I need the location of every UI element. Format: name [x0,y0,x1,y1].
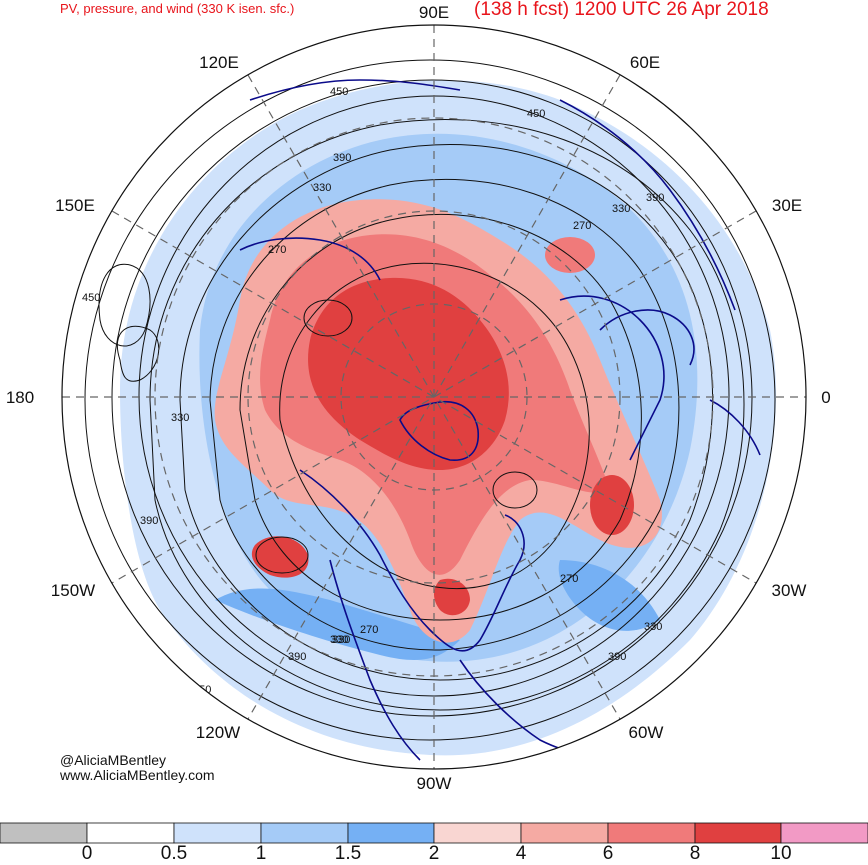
contour-label: 390 [608,651,626,663]
colorbar-swatch [520,822,609,844]
contour-label: 330 [171,412,189,424]
coastlines [239,79,761,761]
longitude-labels: 90E 120E 60E 150E 30E 180 0 150W 30W 120… [6,3,831,793]
lon-label-60w: 60W [629,723,664,742]
colorbar-tick-label: 4 [515,843,527,864]
colorbar-swatch [694,822,782,844]
contour-label: 270 [573,220,591,232]
polar-map: 450 450 390 390 330 330 270 270 450 330 … [62,25,806,769]
contour-label: 270 [268,244,286,256]
lon-label-30w: 30W [772,581,807,600]
lon-label-90e: 90E [419,3,449,22]
colorbar-swatch [780,822,868,844]
colorbar-tick-label: 0 [81,843,93,864]
lon-label-60e: 60E [630,53,660,72]
colorbar [0,822,868,844]
contour-label: 390 [140,515,158,527]
pv-high-reservoir [214,199,662,643]
contour-label: 270 [560,573,578,585]
map-title-right: (138 h fcst) 1200 UTC 26 Apr 2018 [474,0,769,20]
lon-label-150e: 150E [55,196,95,215]
contour-label: 450 [330,86,348,98]
map-title-left: PV, pressure, and wind (330 K isen. sfc.… [60,1,294,16]
contour-label: 330 [332,634,350,646]
contour-label: 390 [333,152,351,164]
colorbar-tick-label: 1.5 [334,843,362,864]
latlon-grid [62,25,806,769]
contour-label-group: 450 450 390 390 330 330 270 270 450 330 … [82,86,664,696]
contour-label: 270 [360,624,378,636]
colorbar-tick-label: 8 [689,843,701,864]
contour-label: 450 [193,684,211,696]
credit-handle: @AliciaMBentley [60,752,167,768]
contour-label: 450 [82,292,100,304]
lon-label-90w: 90W [417,774,452,793]
credit-website: www.AliciaMBentley.com [60,767,215,783]
colorbar-tick-label: 6 [602,843,614,864]
contour-label: 330 [644,621,662,633]
colorbar-tick-label: 1 [255,843,267,864]
contour-label: 330 [313,182,331,194]
contour-label: 330 [612,203,630,215]
colorbar-tick-label: 10 [770,843,792,864]
colorbar-swatch [260,822,349,844]
lon-label-150w: 150W [51,581,95,600]
lon-label-120w: 120W [196,723,240,742]
contour-label: 390 [646,192,664,204]
lon-label-0: 0 [821,388,830,407]
lon-label-30e: 30E [772,196,802,215]
colorbar-tick-label: 0.5 [160,843,188,864]
colorbar-swatch [173,822,262,844]
contour-label: 390 [288,651,306,663]
colorbar-swatch [347,822,435,844]
contour-label: 330 [330,634,348,646]
colorbar-swatch [607,822,696,844]
lon-label-180: 180 [6,388,34,407]
colorbar-swatch [86,822,175,844]
colorbar-tick-label: 2 [428,843,440,864]
colorbar-swatch [0,822,88,844]
contour-label: 450 [527,108,545,120]
map-border [61,24,807,770]
lon-label-120e: 120E [199,53,239,72]
colorbar-swatch [433,822,522,844]
